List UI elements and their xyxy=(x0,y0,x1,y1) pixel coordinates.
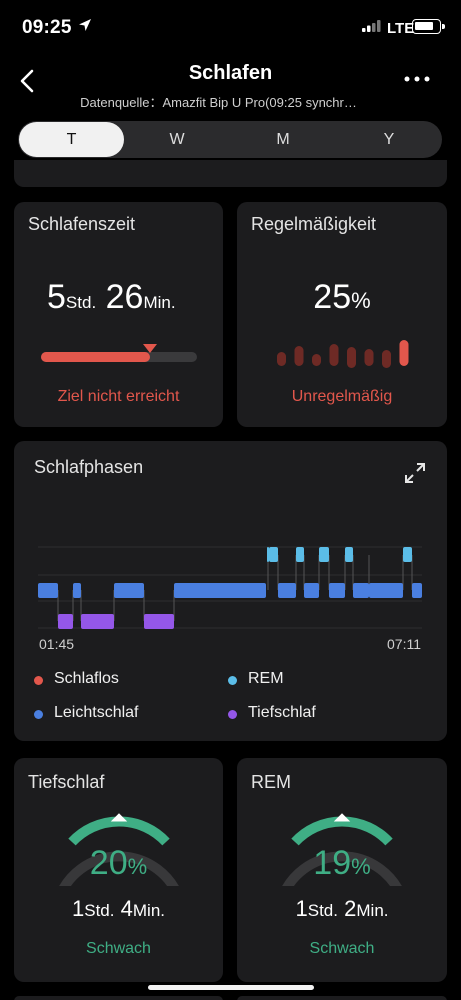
rem-minutes-unit: Min. xyxy=(356,901,389,920)
tab-year[interactable]: Y xyxy=(383,131,395,148)
regularity-percent: 25% xyxy=(237,278,447,317)
chart-start-time: 01:45 xyxy=(39,636,75,652)
regularity-bar xyxy=(382,350,391,368)
sleep-hours-value: 5 xyxy=(47,278,66,316)
regularity-status: Unregelmäßig xyxy=(291,388,393,405)
rem-card[interactable]: REM 19% 1Std. 2Min. Schwach xyxy=(237,758,447,982)
regularity-bar xyxy=(347,347,356,368)
cellular-signal-icon xyxy=(362,20,381,32)
tab-day[interactable]: T xyxy=(19,122,124,157)
rem-percent-unit: % xyxy=(351,854,371,879)
rem-minutes: 2 xyxy=(344,896,357,921)
regularity-bar xyxy=(329,344,339,366)
rem-hours: 1 xyxy=(295,896,308,921)
deep-sleep-percent-unit: % xyxy=(127,854,148,879)
sleep-phases-card[interactable]: Schlafphasen xyxy=(14,441,447,741)
deep-sleep-card[interactable]: Tiefschlaf 20% 1Std. 4Min. Schwach xyxy=(14,758,223,982)
rem-segments xyxy=(267,547,412,562)
deep-sleep-minutes-unit: Min. xyxy=(132,901,165,920)
page-title: Schlafen xyxy=(188,62,273,84)
sleep-time-card[interactable]: Schlafenszeit 5Std. 26Min. Ziel nicht er… xyxy=(14,202,223,427)
data-source-label: Datenquelle：Amazfit Bip U Pro(09:25 sync… xyxy=(80,95,357,110)
legend-rem: REM xyxy=(248,670,284,687)
sleep-goal-status: Ziel nicht erreicht xyxy=(57,388,180,405)
home-indicator[interactable] xyxy=(148,985,314,990)
next-card-right xyxy=(237,996,447,1000)
nav-bar: Schlafen Datenquelle：Amazfit Bip U Pro(0… xyxy=(0,52,461,114)
regularity-bar xyxy=(364,349,374,366)
rem-percent-value: 19 xyxy=(313,844,352,882)
deep-sleep-percent-value: 20 xyxy=(89,844,128,882)
period-selector: T W M Y xyxy=(18,121,442,158)
rem-duration: 1Std. 2Min. xyxy=(237,896,447,922)
sleep-minutes-value: 26 xyxy=(105,278,144,316)
regularity-card[interactable]: Regelmäßigkeit 25% Unregelmäßig xyxy=(237,202,447,427)
more-options-icon[interactable] xyxy=(402,74,432,84)
sleep-goal-progress-bar xyxy=(41,344,197,362)
chart-end-time: 07:11 xyxy=(387,636,421,652)
legend-deep-sleep: Tiefschlaf xyxy=(248,704,316,721)
status-bar: 09:25 LTE xyxy=(0,0,461,52)
deep-sleep-duration: 1Std. 4Min. xyxy=(14,896,223,922)
deep-sleep-gauge xyxy=(59,813,179,886)
sleep-time-title: Schlafenszeit xyxy=(28,214,136,234)
rem-status: Schwach xyxy=(309,940,375,957)
gauge-pointer-icon xyxy=(110,813,128,822)
goal-marker-icon xyxy=(143,344,157,353)
deep-sleep-minutes: 4 xyxy=(120,896,133,921)
network-type: LTE xyxy=(387,20,415,37)
legend-light-sleep: Leichtschlaf xyxy=(54,704,139,721)
status-time: 09:25 xyxy=(22,17,72,38)
back-arrow-icon[interactable] xyxy=(14,66,42,96)
regularity-bar xyxy=(277,352,286,366)
next-card-left xyxy=(14,996,223,1000)
rem-hours-unit: Std. xyxy=(307,901,338,920)
location-arrow-icon xyxy=(79,19,91,31)
deep-sleep-hours-unit: Std. xyxy=(84,901,115,920)
sleep-duration: 5Std. 26Min. xyxy=(47,278,176,317)
gauge-pointer-icon xyxy=(333,813,351,822)
regularity-value: 25 xyxy=(313,278,352,316)
sleep-phases-chart xyxy=(38,546,422,629)
regularity-bar xyxy=(294,346,304,366)
sleep-phases-title: Schlafphasen xyxy=(34,457,144,477)
deep-sleep-percent: 20% xyxy=(14,844,223,883)
legend-awake: Schlaflos xyxy=(54,670,119,687)
sleep-minutes-unit: Min. xyxy=(143,293,176,312)
deep-sleep-status: Schwach xyxy=(86,940,151,957)
legend-dot-awake xyxy=(34,676,43,685)
tab-week[interactable]: W xyxy=(169,131,185,148)
deep-sleep-hours: 1 xyxy=(72,896,85,921)
deep-sleep-title: Tiefschlaf xyxy=(28,772,105,792)
previous-card xyxy=(14,160,447,187)
tab-month[interactable]: M xyxy=(276,131,290,148)
expand-icon[interactable] xyxy=(404,462,426,484)
legend-dot-rem xyxy=(228,676,237,685)
battery-icon xyxy=(412,19,445,34)
deep-sleep-segments xyxy=(58,614,174,629)
legend-dot-deep-sleep xyxy=(228,710,237,719)
sleep-hours-unit: Std. xyxy=(65,293,97,312)
regularity-bar xyxy=(399,340,409,366)
rem-gauge xyxy=(282,813,402,886)
regularity-bar xyxy=(312,354,321,366)
legend-dot-light-sleep xyxy=(34,710,43,719)
rem-percent: 19% xyxy=(237,844,447,883)
regularity-bars xyxy=(277,340,409,368)
regularity-unit: % xyxy=(351,288,371,313)
regularity-title: Regelmäßigkeit xyxy=(251,214,377,234)
light-sleep-segments xyxy=(38,583,422,598)
rem-title: REM xyxy=(251,772,291,792)
